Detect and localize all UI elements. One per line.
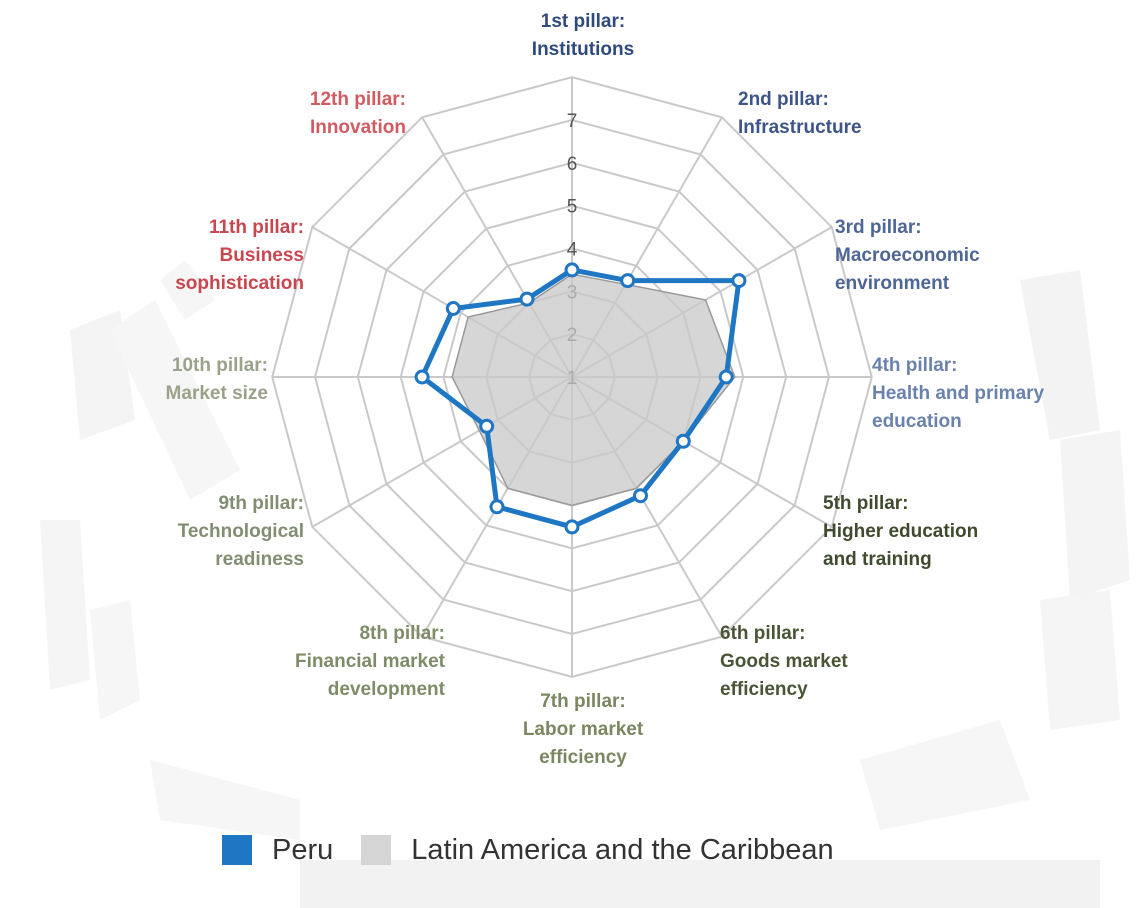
legend-label-peru: Peru (272, 833, 334, 866)
axis-label-pillar-2: 2nd pillar: Infrastructure (738, 89, 862, 138)
axis-label-pillar-6: 6th pillar: Goods market efficiency (720, 623, 848, 700)
tick-label: 7 (567, 111, 578, 132)
tick-label: 5 (567, 197, 578, 218)
axis-label-pillar-9: 9th pillar: Technological readiness (177, 493, 304, 570)
axis-label-pillar-11: 11th pillar: Business sophistication (175, 217, 304, 294)
axis-label-pillar-7: 7th pillar: Labor market efficiency (522, 691, 644, 768)
axis-label-pillar-5: 5th pillar: Higher education and trainin… (823, 493, 979, 570)
data-point-peru (675, 433, 691, 449)
data-point-peru (564, 262, 580, 278)
data-point-peru (731, 273, 747, 289)
radar-series (414, 262, 747, 535)
data-point-peru (620, 273, 636, 289)
legend-swatch-latam (361, 835, 392, 865)
series-area-latin-america (451, 273, 736, 507)
tick-label: 4 (567, 240, 578, 261)
data-point-peru (519, 291, 535, 307)
data-point-peru (479, 418, 495, 434)
data-point-peru (445, 301, 461, 316)
axis-label-pillar-8: 8th pillar: Financial market development (295, 623, 445, 700)
legend-swatch-peru (222, 835, 252, 865)
axis-label-pillar-10: 10th pillar: Market size (165, 355, 268, 404)
data-point-peru (489, 499, 505, 515)
legend-label-latam: Latin America and the Caribbean (411, 833, 834, 866)
tick-label: 6 (567, 154, 578, 175)
axis-label-pillar-3: 3rd pillar: Macroeconomic environment (835, 217, 980, 294)
data-point-peru (564, 519, 580, 535)
legend: Peru Latin America and the Caribbean (222, 830, 862, 870)
data-point-peru (718, 369, 734, 385)
axis-label-pillar-4: 4th pillar: Health and primary education (872, 355, 1045, 432)
axis-label-pillar-1: 1st pillar: Institutions (531, 11, 635, 60)
data-point-peru (414, 369, 430, 385)
data-point-peru (633, 488, 648, 504)
axis-label-pillar-12: 12th pillar: Innovation (309, 89, 406, 138)
